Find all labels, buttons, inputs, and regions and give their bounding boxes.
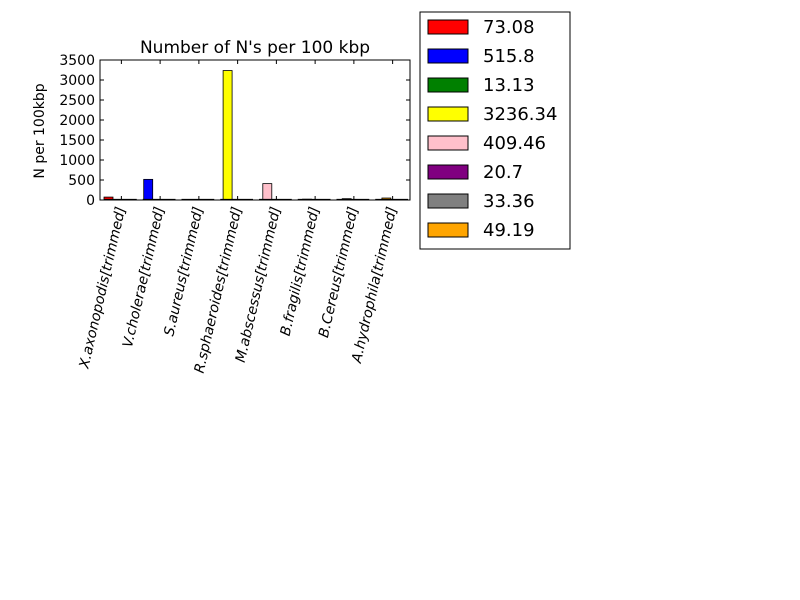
legend: 73.08 515.8 13.13 3236.34 409.46 20.7 33.36 49.… [419,11,571,250]
legend-swatch [427,77,469,93]
x-axis: X.axonopodis[trimmed]V.cholerae[trimmed]… [76,60,401,375]
legend-label: 515.8 [483,46,535,67]
legend-swatch [427,164,469,180]
legend-swatch [427,19,469,35]
y-axis-label: N per 100kbp [32,83,48,178]
legend-swatch [427,48,469,64]
legend-label: 409.46 [483,133,546,154]
y-tick-label: 1000 [59,153,95,169]
legend-label: 33.36 [483,191,535,212]
x-tick-label: B.fragilis[trimmed] [278,205,323,337]
legend-swatch [427,135,469,151]
plot-frame [99,59,411,201]
y-tick-label: 3000 [59,73,95,89]
legend-swatch [427,193,469,209]
bar-4 [222,70,233,201]
y-tick-label: 0 [86,193,95,209]
x-tick-label: B.Cereus[trimmed] [316,205,362,339]
y-tick-label: 2500 [59,93,95,109]
y-tick-label: 3500 [59,53,95,69]
legend-swatch [427,222,469,238]
x-tick-label: V.cholerae[trimmed] [120,205,168,349]
y-tick-label: 1500 [59,133,95,149]
legend-label: 13.13 [483,75,535,96]
legend-swatch [427,106,469,122]
bar-5 [262,183,273,201]
plot-area [103,70,408,201]
legend-label: 3236.34 [483,104,557,125]
legend-label: 49.19 [483,220,535,241]
legend-label: 73.08 [483,17,535,38]
y-tick-label: 500 [68,173,95,189]
chart-title: Number of N's per 100 kbp [140,38,370,58]
y-tick-label: 2000 [59,113,95,129]
bar-2 [143,178,154,201]
x-tick-label: S.aureus[trimmed] [161,205,206,337]
legend-label: 20.7 [483,162,523,183]
y-axis: 0 500 1000 1500 2000 2500 3000 3500 [59,53,410,209]
